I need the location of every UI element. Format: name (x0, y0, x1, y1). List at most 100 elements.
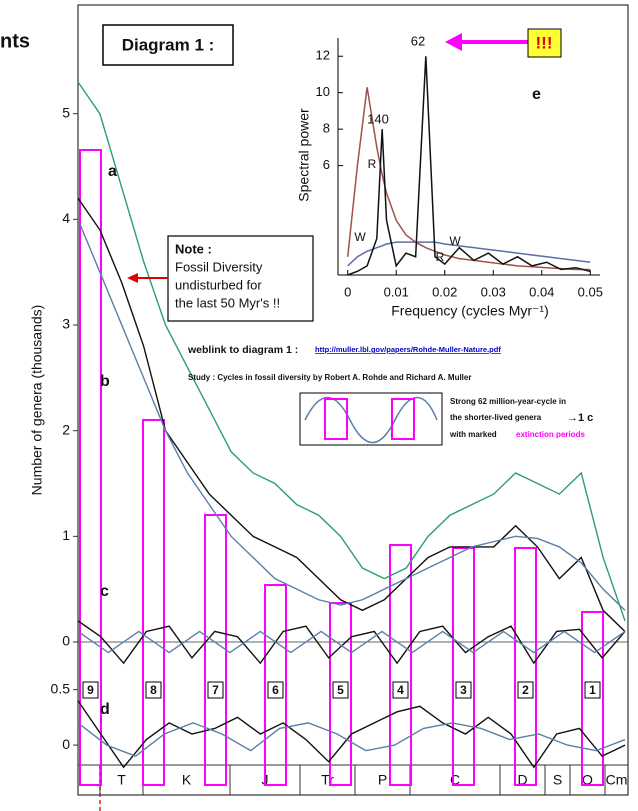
cycle-note-highlight: extinction periods (516, 430, 585, 439)
y-axis-label: Number of genera (thousands) (29, 305, 45, 496)
inset-chart: 0 0.01 0.02 0.03 0.04 0.05 6 8 10 12 Frequency (cy… (296, 33, 603, 318)
extinction-label-box (82, 681, 99, 699)
series-line (77, 197, 626, 632)
study: Study : Cycles in fossil diversity by Ro… (188, 373, 471, 382)
note-line: undisturbed for (175, 277, 262, 292)
y-tick-label: 1 (62, 527, 70, 543)
curve-label: W (354, 230, 366, 244)
peak-label: 62 (411, 33, 425, 48)
panel-label: b (100, 373, 110, 390)
period-label: D (517, 772, 527, 788)
cycle-mark (324, 398, 348, 440)
plot-frame (77, 4, 629, 796)
series-line (77, 219, 626, 611)
period-label: K (182, 772, 192, 788)
y-tick-label: 5 (62, 104, 70, 120)
main-chart: Number of genera (thousands) 0 1 2 3 4 5 0.5 0 T K… (29, 81, 628, 795)
y-tick-label: 0 (62, 633, 70, 649)
panel-label: a (108, 163, 117, 180)
alert-text: !!! (536, 33, 553, 52)
extinction-label-box (332, 681, 349, 699)
note-arrow-head (127, 273, 138, 283)
x-tick-label: 0.03 (481, 284, 506, 299)
series-line (77, 81, 626, 622)
y-tick-label: 8 (323, 121, 330, 136)
extinction-label-box (392, 681, 409, 699)
spectrum-line (346, 87, 591, 271)
y-tick-label: 3 (62, 316, 70, 332)
alert-box (527, 28, 562, 58)
extinction-label: 9 (87, 683, 94, 697)
y-tick-label: 2 (62, 421, 70, 437)
extinction-box (452, 547, 475, 786)
cycle-note: the shorter-lived genera (450, 413, 542, 422)
period-label: P (378, 772, 387, 788)
y-tick-label: 4 (62, 210, 70, 226)
period-label: O (582, 772, 593, 788)
diagram-label-box (102, 24, 234, 66)
extinction-label: 7 (212, 683, 219, 697)
x-tick-label: 0.04 (529, 284, 554, 299)
y-axis-label: Spectral power (296, 108, 312, 202)
extinction-label-box (207, 681, 224, 699)
curve-label: W (449, 234, 461, 248)
extinction-label-box (455, 681, 472, 699)
panel-label: e (532, 86, 541, 103)
extinction-label: 6 (272, 683, 279, 697)
period-label: Cm (606, 772, 628, 788)
cycle-note: with marked (449, 430, 497, 439)
extinction-box (329, 602, 352, 786)
curve-label: R (436, 250, 445, 264)
extinction-label: 4 (397, 683, 404, 697)
diagram-label: Diagram 1 : (122, 35, 215, 54)
series-line (77, 722, 626, 757)
extinction-label-box (517, 681, 534, 699)
y2-tick-label: 0 (62, 736, 70, 752)
x-tick-label: 0.05 (578, 284, 603, 299)
series-line (77, 700, 626, 769)
extinction-box (79, 149, 102, 786)
series-line (77, 620, 626, 665)
x-tick-label: 0 (344, 284, 351, 299)
cycle-mark (391, 398, 415, 440)
extinction-label: 1 (589, 683, 596, 697)
x-tick-label: 0.02 (432, 284, 457, 299)
x-tick-label: 0.01 (384, 284, 409, 299)
extinction-box (142, 419, 165, 786)
extinction-box (264, 584, 287, 786)
extinction-box (514, 547, 537, 786)
alert-arrow-head (445, 33, 462, 51)
cycle-sketch (304, 396, 438, 444)
y-tick-label: 6 (323, 157, 330, 172)
period-label: S (553, 772, 562, 788)
extinction-label-box (267, 681, 284, 699)
extinction-label: 5 (337, 683, 344, 697)
period-label: C (450, 772, 460, 788)
period-label: T (117, 772, 126, 788)
cycle-note: Strong 62 million-year-cycle in (450, 397, 566, 406)
extinction-label: 8 (150, 683, 157, 697)
extinction-label: 2 (522, 683, 529, 697)
weblink[interactable]: http://muller.lbl.gov/papers/Rohde-Mulle… (315, 345, 501, 354)
note-line: Note : (175, 241, 212, 256)
extinction-box (389, 544, 412, 786)
spectrum-line (347, 56, 591, 276)
note-line: Fossil Diversity (175, 259, 263, 274)
cycle-box (299, 392, 443, 446)
cycle-note: →1 c (567, 412, 593, 424)
y-tick-label: 10 (316, 84, 330, 99)
spectrum-line (347, 241, 591, 267)
panel-label: d (100, 701, 110, 718)
cut-title: nts (0, 30, 30, 52)
panel-label: c (100, 583, 109, 600)
peak-label: 140 (367, 111, 389, 126)
note-box (167, 235, 314, 322)
extinction-label-box (584, 681, 601, 699)
y-tick-label: 12 (316, 48, 330, 63)
series-line (77, 630, 626, 654)
note-line: the last 50 Myr's !! (175, 295, 280, 310)
extinction-box (581, 611, 604, 786)
weblink-label: weblink to diagram 1 : (187, 344, 298, 356)
